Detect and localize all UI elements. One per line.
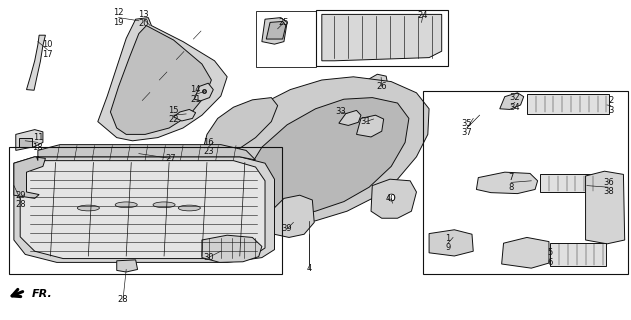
Ellipse shape bbox=[115, 202, 138, 208]
Text: 5
6: 5 6 bbox=[548, 248, 553, 267]
Text: 13
20: 13 20 bbox=[139, 10, 149, 28]
Polygon shape bbox=[429, 230, 473, 256]
Polygon shape bbox=[27, 35, 45, 90]
Bar bbox=[19, 138, 32, 147]
Text: 7
8: 7 8 bbox=[509, 173, 514, 192]
Polygon shape bbox=[196, 77, 429, 226]
Polygon shape bbox=[117, 260, 138, 272]
Bar bbox=[527, 94, 609, 114]
Polygon shape bbox=[363, 74, 388, 96]
Polygon shape bbox=[20, 161, 265, 259]
Polygon shape bbox=[339, 110, 361, 125]
Ellipse shape bbox=[77, 205, 100, 211]
Polygon shape bbox=[502, 237, 549, 268]
Polygon shape bbox=[16, 130, 43, 150]
Bar bbox=[540, 174, 601, 192]
Text: 4: 4 bbox=[307, 264, 312, 273]
Bar bbox=[316, 10, 448, 66]
Text: 28: 28 bbox=[118, 295, 128, 304]
Ellipse shape bbox=[153, 202, 175, 208]
Text: 32
34: 32 34 bbox=[510, 93, 520, 112]
Bar bbox=[9, 147, 282, 274]
Polygon shape bbox=[194, 83, 213, 101]
Polygon shape bbox=[357, 115, 384, 137]
Text: 30: 30 bbox=[203, 253, 213, 262]
Polygon shape bbox=[322, 14, 442, 61]
Text: 27: 27 bbox=[165, 154, 175, 163]
Polygon shape bbox=[202, 98, 278, 158]
Text: 10
17: 10 17 bbox=[42, 40, 52, 59]
Polygon shape bbox=[14, 157, 274, 262]
Text: 40: 40 bbox=[386, 194, 396, 203]
Text: 36
38: 36 38 bbox=[603, 178, 614, 196]
Bar bbox=[256, 11, 316, 67]
Ellipse shape bbox=[178, 205, 200, 211]
Polygon shape bbox=[37, 145, 256, 161]
Text: 15
22: 15 22 bbox=[168, 106, 179, 124]
Text: FR.: FR. bbox=[32, 289, 52, 299]
Polygon shape bbox=[14, 157, 45, 198]
Polygon shape bbox=[500, 93, 524, 109]
Text: 12
19: 12 19 bbox=[114, 8, 124, 27]
Text: 25: 25 bbox=[279, 18, 289, 27]
Polygon shape bbox=[476, 172, 538, 194]
Text: 1
9: 1 9 bbox=[445, 234, 451, 252]
Text: 24: 24 bbox=[418, 12, 428, 20]
Text: 26: 26 bbox=[377, 82, 387, 91]
Text: 14
21: 14 21 bbox=[191, 85, 201, 104]
Polygon shape bbox=[262, 18, 287, 44]
Polygon shape bbox=[371, 179, 416, 218]
Text: 16
23: 16 23 bbox=[203, 138, 213, 156]
Polygon shape bbox=[98, 18, 227, 141]
Text: 2
3: 2 3 bbox=[608, 96, 613, 115]
Polygon shape bbox=[110, 26, 211, 134]
Bar bbox=[423, 91, 628, 274]
Text: 11
18: 11 18 bbox=[33, 133, 43, 152]
Polygon shape bbox=[271, 195, 314, 237]
Polygon shape bbox=[240, 98, 409, 216]
Polygon shape bbox=[266, 21, 286, 39]
Text: 35
37: 35 37 bbox=[461, 119, 473, 137]
Polygon shape bbox=[202, 235, 262, 262]
Text: 31: 31 bbox=[361, 117, 371, 126]
Text: 39: 39 bbox=[282, 224, 292, 233]
Polygon shape bbox=[586, 171, 625, 244]
Text: 33: 33 bbox=[335, 108, 346, 116]
Polygon shape bbox=[174, 109, 196, 121]
Text: 29
28: 29 28 bbox=[16, 191, 26, 209]
Bar bbox=[550, 243, 606, 266]
